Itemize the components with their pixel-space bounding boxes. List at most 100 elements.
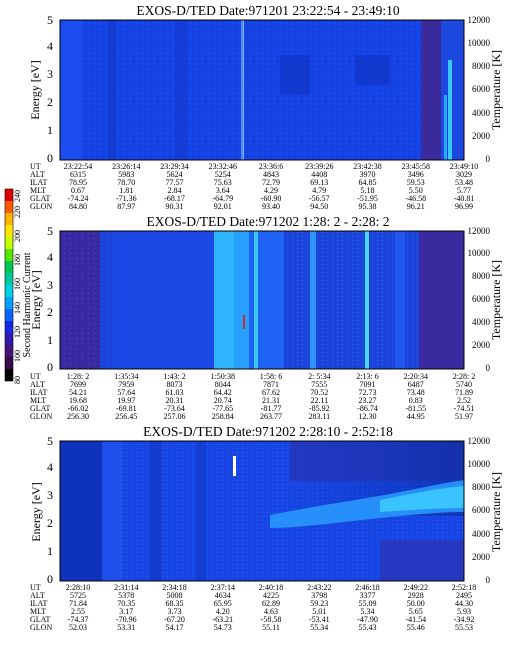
orbit-table-cell: 2:13: 6 xyxy=(356,372,378,381)
right-tick-label: 8000 xyxy=(472,61,491,71)
orbit-table-cell: 55.53 xyxy=(455,623,473,632)
row-label: ALT xyxy=(30,170,45,179)
right-axis-label: Temperature [K] xyxy=(489,472,503,552)
orbit-table-cell: -74.37 xyxy=(68,615,89,624)
orbit-table-cell: 23:29:34 xyxy=(160,162,188,171)
colorbar-swatch xyxy=(5,297,13,309)
orbit-table-cell: 78.95 xyxy=(69,178,87,187)
y-tick-label: 1 xyxy=(47,544,53,558)
orbit-table-cell: 51.97 xyxy=(455,412,473,421)
blue-band xyxy=(102,441,122,581)
orbit-table-cell: 4.79 xyxy=(312,186,326,195)
orbit-table-cell: -41.54 xyxy=(405,615,426,624)
orbit-table-cell: 3798 xyxy=(311,591,327,600)
orbit-table-cell: 20.74 xyxy=(214,396,232,405)
orbit-table-cell: 2.55 xyxy=(71,607,85,616)
orbit-table-cell: 23:49:10 xyxy=(450,162,478,171)
colorbar-swatch xyxy=(5,189,13,201)
orbit-table-cell: 2:34:18 xyxy=(162,583,186,592)
row-label: UT xyxy=(30,372,41,381)
orbit-table-cell: 5008 xyxy=(167,591,183,600)
y-axis-right: 0 2000 4000 6000 8000 10000 12000 Temper… xyxy=(468,226,504,373)
cyan-plume-core xyxy=(380,486,464,512)
orbit-table-cell: -58.58 xyxy=(261,615,282,624)
orbit-table-cell: 84.80 xyxy=(69,202,87,211)
colorbar-tick: 160 xyxy=(13,278,22,290)
orbit-table-cell: 20.31 xyxy=(166,396,184,405)
y-tick-label: 0 xyxy=(47,572,53,586)
orbit-table-cell: -47.90 xyxy=(357,615,378,624)
orbit-table-cell: 23:26:14 xyxy=(112,162,140,171)
row-label: ALT xyxy=(30,380,45,389)
orbit-table-cell: 8073 xyxy=(167,380,183,389)
orbit-table: UT ALT ILAT MLT GLAT GLON 1:28: 2769954.… xyxy=(30,372,475,421)
orbit-table-cell: 23:42:38 xyxy=(353,162,381,171)
orbit-table-cell: 64.85 xyxy=(359,178,377,187)
colorbar-swatch xyxy=(5,333,13,345)
orbit-table-cell: 50.00 xyxy=(407,599,425,608)
orbit-table-cell: 5.18 xyxy=(361,186,375,195)
orbit-table-cell: 6315 xyxy=(70,170,86,179)
orbit-table-cell: 19.68 xyxy=(69,396,87,405)
orbit-table-cell: 61.03 xyxy=(166,388,184,397)
orbit-table-cell: 55.09 xyxy=(359,599,377,608)
blue-band xyxy=(395,231,405,369)
orbit-table-cell: 4408 xyxy=(311,170,327,179)
orbit-table-cell: 6487 xyxy=(408,380,424,389)
orbit-table-cell: 96.21 xyxy=(407,202,425,211)
lower-purple-region xyxy=(380,540,464,581)
orbit-table-cell: -64.79 xyxy=(212,194,233,203)
cyan-streak xyxy=(444,95,447,160)
orbit-table-cell: 283.11 xyxy=(308,412,330,421)
orbit-table-cell: 23.27 xyxy=(359,396,377,405)
y-tick-label: 4 xyxy=(47,39,53,53)
orbit-table-cell: -69.81 xyxy=(116,404,137,413)
row-label: ILAT xyxy=(30,388,47,397)
orbit-table-cell: 95.38 xyxy=(359,202,377,211)
cyan-plume xyxy=(270,480,464,528)
row-label: UT xyxy=(30,583,41,592)
dark-patch xyxy=(355,55,390,85)
colorbar-tick: 120 xyxy=(13,326,22,338)
orbit-table-cell: 72.73 xyxy=(359,388,377,397)
orbit-table-cell: -74.24 xyxy=(68,194,89,203)
right-tick-label: 8000 xyxy=(472,271,491,281)
spectrogram-image xyxy=(60,20,464,160)
colorbar-tick: 180 xyxy=(13,254,22,266)
orbit-table-cell: 57.64 xyxy=(117,388,135,397)
cyan-streak xyxy=(448,60,452,160)
orbit-table-cell: 3970 xyxy=(360,170,376,179)
orbit-table-cell: 5740 xyxy=(456,380,472,389)
right-tick-label: 6000 xyxy=(472,294,491,304)
orbit-table-cell: 23:32:46 xyxy=(209,162,237,171)
orbit-table-cell: -70.96 xyxy=(116,615,137,624)
orbit-table-cell: 71.84 xyxy=(69,599,87,608)
dark-band xyxy=(150,441,162,581)
colorbar-frame xyxy=(4,188,14,382)
row-label: MLT xyxy=(30,186,46,195)
y-tick-label: 3 xyxy=(47,278,53,292)
right-axis-label: Temperature [K] xyxy=(489,260,503,340)
orbit-table-cell: 44.30 xyxy=(455,599,473,608)
orbit-table-cell: 3.17 xyxy=(119,607,133,616)
orbit-table-cell: -67.20 xyxy=(164,615,185,624)
dark-band xyxy=(175,20,187,160)
y-axis-left: 0 1 2 3 4 5 Energy [eV] xyxy=(29,224,53,374)
y-axis-label: Energy [eV] xyxy=(28,60,42,119)
row-label: ILAT xyxy=(30,178,47,187)
orbit-table-cell: -73.64 xyxy=(164,404,185,413)
dark-band xyxy=(60,441,102,581)
colorbar-tick: 80 xyxy=(13,376,22,384)
right-tick-label: 12000 xyxy=(468,15,491,25)
left-edge-band xyxy=(60,20,82,160)
orbit-table-cell: -81.55 xyxy=(405,404,426,413)
orbit-table-cell: 52.03 xyxy=(69,623,87,632)
orbit-table-cell: 2928 xyxy=(408,591,424,600)
y-tick-label: 4 xyxy=(47,460,53,474)
orbit-table-cell: 2.52 xyxy=(457,396,471,405)
orbit-table-cell: 5624 xyxy=(167,170,183,179)
orbit-table-cell: -85.92 xyxy=(309,404,330,413)
row-label: GLAT xyxy=(30,194,51,203)
orbit-table-cell: 22.11 xyxy=(310,396,328,405)
